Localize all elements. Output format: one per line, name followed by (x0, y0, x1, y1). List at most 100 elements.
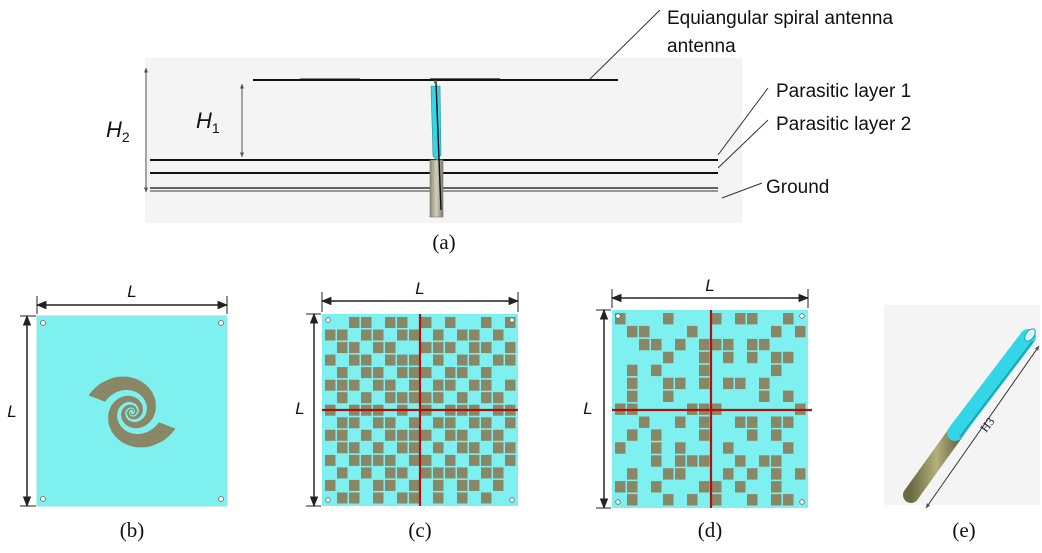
metal-cell (771, 455, 782, 467)
metal-cell (771, 364, 782, 377)
metal-cell (409, 479, 420, 491)
metal-cell (457, 467, 468, 479)
metal-cell (325, 454, 336, 466)
metal-cell (651, 481, 662, 493)
metal-cell (481, 417, 492, 429)
metal-cell (627, 468, 638, 480)
metal-cell (433, 329, 444, 341)
metal-cell (771, 416, 782, 428)
metal-cell (421, 367, 432, 379)
metal-cell (469, 379, 480, 391)
metal-cell (361, 329, 372, 341)
metal-cell (469, 479, 480, 491)
metal-cell (457, 354, 468, 366)
metal-cell (409, 492, 420, 504)
metal-cell (325, 379, 336, 391)
metal-cell (687, 325, 698, 338)
metal-cell (795, 325, 806, 338)
metal-cell (421, 342, 432, 354)
metal-cell (783, 442, 794, 454)
layer2-label: Parasitic layer 2 (776, 114, 911, 135)
metal-cell (361, 367, 372, 379)
metal-cell (457, 392, 468, 404)
metal-cell (711, 338, 722, 351)
metal-cell (397, 429, 408, 441)
metal-cell (337, 367, 348, 379)
metal-cell (771, 351, 782, 364)
antenna-plate (253, 78, 618, 81)
metal-cell (759, 390, 770, 402)
metal-cell (337, 429, 348, 441)
metal-cell (421, 429, 432, 441)
metal-cell (337, 442, 348, 454)
metal-cell (651, 364, 662, 377)
metal-cell (457, 492, 468, 504)
metal-cell (349, 354, 360, 366)
metal-cell (361, 317, 372, 328)
metal-cell (385, 429, 396, 441)
metal-cell (747, 468, 758, 480)
metal-cell (385, 342, 396, 354)
metal-cell (397, 467, 408, 479)
metal-cell (397, 329, 408, 341)
metal-cell (373, 379, 384, 391)
metal-cell (759, 338, 770, 351)
metal-cell (397, 367, 408, 379)
metal-cell (361, 467, 372, 479)
metal-cell (385, 392, 396, 404)
metal-cell (349, 317, 360, 328)
ground-label: Ground (766, 177, 829, 198)
metal-cell (783, 390, 794, 402)
metal-cell (481, 467, 492, 479)
metal-cell (771, 494, 782, 506)
metal-cell (675, 377, 686, 390)
metal-cell (699, 429, 710, 441)
metal-cell (481, 379, 492, 391)
metal-cell (433, 354, 444, 366)
layer2-holes (615, 313, 805, 505)
spiral-substrate (36, 315, 228, 507)
metal-cell (627, 377, 638, 390)
metal-cell (325, 479, 336, 491)
leader-layer1 (717, 87, 769, 156)
metal-cell (361, 354, 372, 366)
metal-cell (675, 455, 686, 467)
metal-cell (325, 429, 336, 441)
metal-cell (639, 416, 650, 428)
h3-dimension-arrow (925, 345, 1040, 509)
metal-cell (445, 454, 456, 466)
metal-cell (385, 467, 396, 479)
metal-cell (445, 317, 456, 328)
metal-cell (771, 468, 782, 480)
metal-cell (771, 429, 782, 441)
metal-cell (325, 354, 336, 366)
metal-cell (783, 416, 794, 428)
metal-cell (627, 481, 638, 493)
metal-cell (783, 494, 794, 506)
metal-cell (795, 468, 806, 480)
metal-cell (433, 492, 444, 504)
metal-cell (699, 364, 710, 377)
metal-cell (759, 377, 770, 390)
metal-cell (723, 351, 734, 364)
metal-cell (747, 429, 758, 441)
spiral-arm-1 (108, 395, 176, 448)
metal-cell (481, 454, 492, 466)
metal-cell (747, 313, 758, 325)
spiral-dim-left-label: L (7, 402, 16, 421)
layer2-dim-left-label: L (583, 399, 592, 418)
metal-cell (699, 338, 710, 351)
metal-cell (615, 313, 626, 325)
metal-cell (735, 377, 746, 390)
parasitic-layer1-panel: L L (c) (295, 279, 520, 542)
metal-cell (397, 317, 408, 328)
metal-cell (409, 392, 420, 404)
metal-cell (373, 367, 384, 379)
metal-cell (445, 342, 456, 354)
side-view-panel: H1 H2 Equiangular spiral antenna antenna… (106, 8, 911, 254)
metal-cell (469, 354, 480, 366)
spiral-dim-top-label: L (127, 282, 136, 301)
metal-cell (469, 329, 480, 341)
metal-cell (409, 354, 420, 366)
metal-cell (385, 417, 396, 429)
